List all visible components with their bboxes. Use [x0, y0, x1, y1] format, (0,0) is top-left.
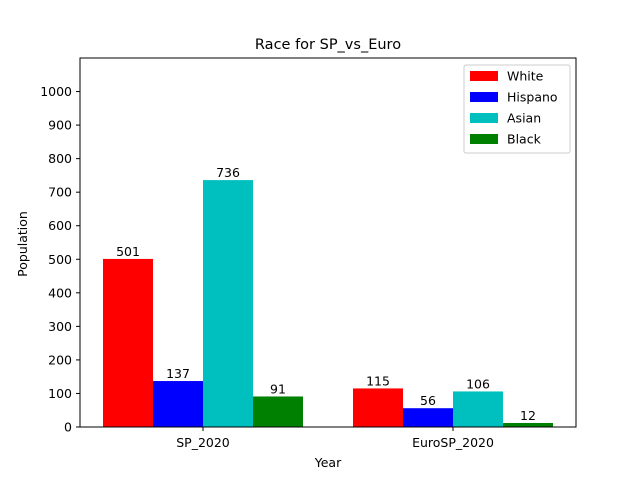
x-tick-label: SP_2020 — [176, 435, 230, 450]
y-tick-label: 100 — [48, 386, 72, 401]
bar-hispano-sp_2020 — [153, 381, 203, 427]
legend-box — [463, 64, 571, 154]
legend-label-white: White — [507, 69, 544, 84]
y-tick-label: 300 — [48, 319, 72, 334]
y-tick-label: 400 — [48, 285, 72, 300]
y-tick-label: 500 — [48, 252, 72, 267]
bar-hispano-eurosp_2020 — [403, 408, 453, 427]
data-label: 736 — [216, 165, 240, 180]
data-label: 137 — [166, 366, 190, 381]
legend-swatch-asian — [470, 113, 498, 123]
y-tick-label: 800 — [48, 151, 72, 166]
x-tick-label: EuroSP_2020 — [412, 435, 494, 450]
data-label: 115 — [366, 373, 390, 388]
data-labels-layer: 501 115 137 56 736 106 91 12 — [116, 165, 536, 423]
legend: White Hispano Asian Black — [463, 64, 571, 154]
bar-black-eurosp_2020 — [503, 422, 553, 427]
data-label: 56 — [420, 393, 436, 408]
y-axis-label: Population — [15, 211, 30, 277]
bar-white-sp_2020 — [103, 258, 153, 427]
bar-black-sp_2020 — [253, 396, 303, 427]
y-tick-label: 1000 — [40, 84, 72, 99]
y-tick-label: 200 — [48, 352, 72, 367]
data-label: 501 — [116, 244, 140, 259]
legend-label-black: Black — [507, 132, 542, 147]
bar-asian-sp_2020 — [203, 180, 253, 427]
legend-swatch-white — [470, 71, 498, 81]
plot-frame — [79, 57, 577, 428]
y-tick-label: 700 — [48, 185, 72, 200]
data-label: 106 — [466, 376, 490, 391]
data-label: 91 — [270, 381, 286, 396]
x-axis-ticks: SP_2020 EuroSP_2020 — [176, 427, 494, 450]
y-tick-label: 900 — [48, 118, 72, 133]
y-tick-label: 0 — [64, 420, 72, 435]
legend-label-asian: Asian — [507, 111, 541, 126]
x-axis-label: Year — [314, 455, 342, 470]
y-axis-ticks: 0 100 200 300 400 500 600 700 800 900 1000 — [40, 84, 80, 435]
bars-layer — [103, 180, 553, 427]
bar-white-eurosp_2020 — [353, 388, 403, 427]
y-tick-label: 600 — [48, 218, 72, 233]
chart-title: Race for SP_vs_Euro — [255, 37, 401, 53]
data-label: 12 — [520, 408, 536, 423]
legend-label-hispano: Hispano — [507, 90, 558, 105]
legend-swatch-black — [470, 134, 498, 144]
bar-asian-eurosp_2020 — [453, 391, 503, 427]
legend-swatch-hispano — [470, 92, 498, 102]
